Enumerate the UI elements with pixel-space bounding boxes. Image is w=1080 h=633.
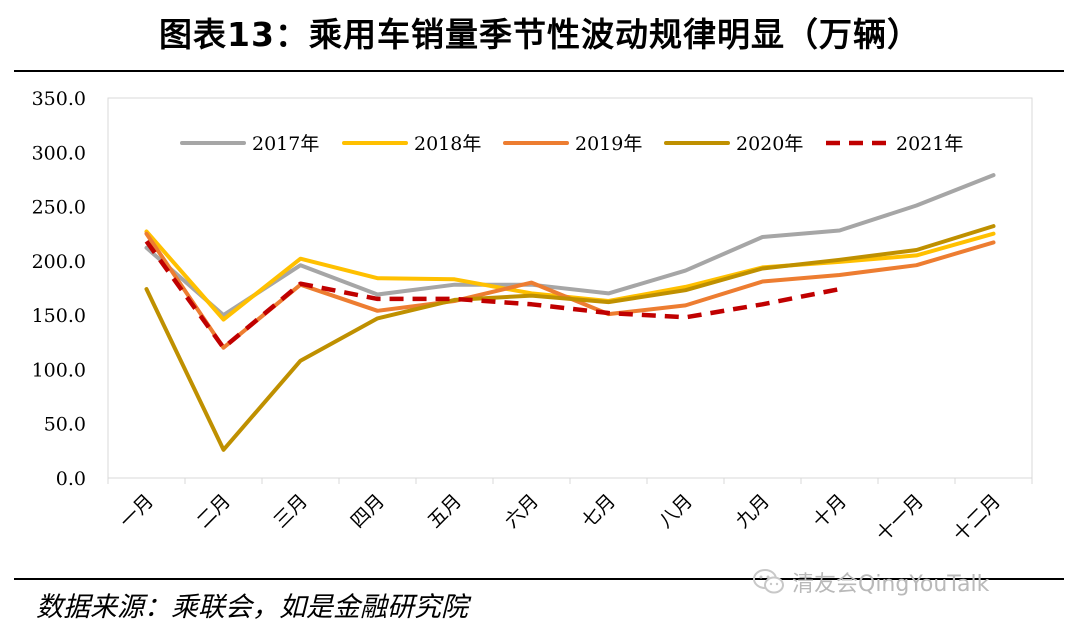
y-tick-label: 350.0 xyxy=(32,88,86,110)
watermark-text: 清友会QingYouTalk xyxy=(792,572,990,597)
x-tick-label: 二月 xyxy=(193,490,235,532)
line-chart: 0.0 50.0 100.0 150.0 200.0 250.0 300.0 350.0 一月二… xyxy=(32,88,1033,546)
y-tick-label: 300.0 xyxy=(32,142,86,164)
x-tick-label: 六月 xyxy=(501,490,543,532)
y-tick-label: 50.0 xyxy=(44,414,86,436)
x-tick-label: 三月 xyxy=(270,490,312,532)
y-tick-label: 150.0 xyxy=(32,305,86,327)
x-tick-label: 十二月 xyxy=(949,490,1005,546)
y-tick-label: 100.0 xyxy=(32,359,86,381)
legend-label: 2017年 xyxy=(252,133,319,155)
series-line-2021 xyxy=(144,239,840,350)
legend-label: 2018年 xyxy=(414,133,481,155)
y-tick-label: 250.0 xyxy=(32,197,86,219)
x-tick-label: 九月 xyxy=(732,490,774,532)
x-tick-label: 五月 xyxy=(424,490,466,532)
chart-title: 图表13：乘用车销量季节性波动规律明显（万辆） xyxy=(159,15,921,54)
series-line-2020 xyxy=(144,224,996,452)
x-tick-label: 十月 xyxy=(809,490,851,532)
wechat-icon xyxy=(753,569,784,594)
series-line-2017 xyxy=(144,173,996,318)
y-tick-label: 200.0 xyxy=(32,251,86,273)
y-tick-label: 0.0 xyxy=(56,468,86,490)
watermark: 清友会QingYouTalk xyxy=(752,566,989,598)
legend-label: 2020年 xyxy=(736,133,803,155)
x-tick-label: 四月 xyxy=(347,490,389,532)
legend-label: 2021年 xyxy=(896,133,963,155)
legend-label: 2019年 xyxy=(575,133,642,155)
x-tick-label: 七月 xyxy=(578,490,620,532)
x-tick-label: 十一月 xyxy=(872,490,928,546)
source-note: 数据来源：乘联会，如是金融研究院 xyxy=(36,592,468,623)
title-divider xyxy=(14,70,1064,72)
x-tick-label: 一月 xyxy=(116,490,158,532)
source-divider xyxy=(14,578,1064,580)
x-tick-label: 八月 xyxy=(655,490,697,532)
